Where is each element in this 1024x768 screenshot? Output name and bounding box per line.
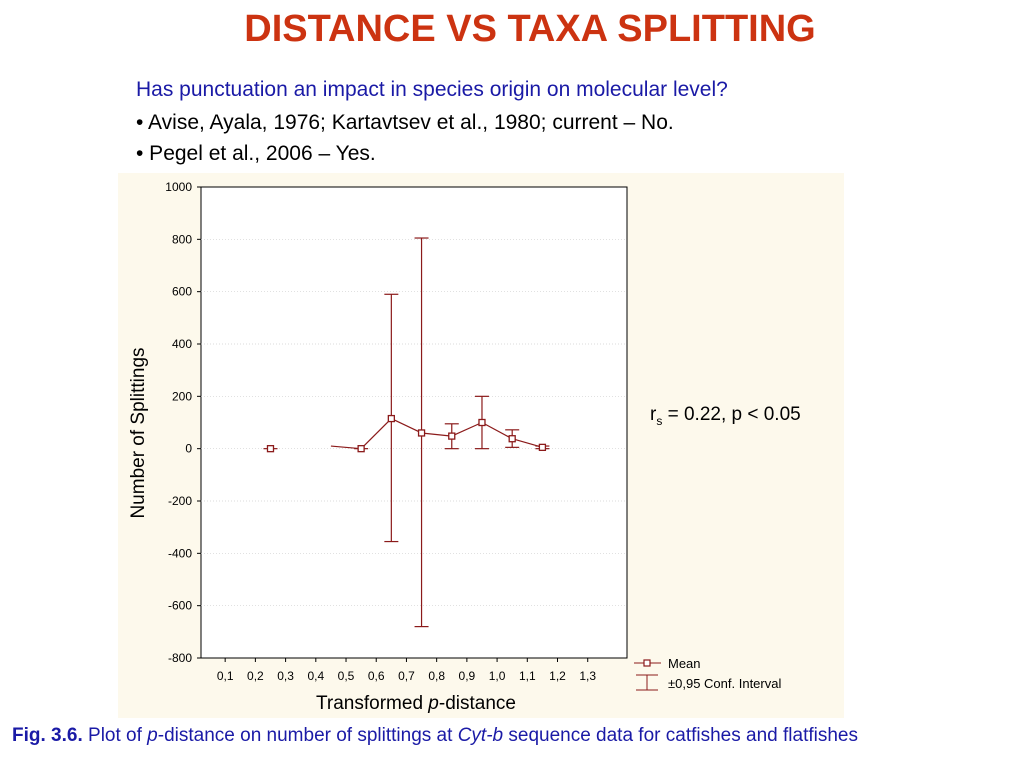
mean-marker xyxy=(387,414,395,423)
y-tick-label: 600 xyxy=(172,285,192,299)
y-tick-label: -400 xyxy=(168,546,192,560)
slide-question: Has punctuation an impact in species ori… xyxy=(136,78,728,101)
series-line-segment xyxy=(360,418,392,450)
mean-marker xyxy=(448,432,456,440)
caption-text: -distance on number of splittings at xyxy=(157,725,458,746)
y-tick-label: -200 xyxy=(168,494,192,508)
x-axis-label: Transformed p-distance xyxy=(316,693,516,714)
x-tick-label: 0,2 xyxy=(247,669,264,683)
caption-p: p xyxy=(147,725,158,746)
stat-annotation: rs = 0.22, p < 0.05 xyxy=(650,404,801,428)
y-tick-label: 200 xyxy=(172,389,192,403)
y-tick-label: -800 xyxy=(168,651,192,665)
mean-marker xyxy=(357,445,365,453)
y-tick-label: 1000 xyxy=(165,180,192,194)
figure-caption: Fig. 3.6. Plot of p-distance on number o… xyxy=(12,725,858,747)
bullet-item: • Avise, Ayala, 1976; Kartavtsev et al.,… xyxy=(136,111,674,134)
y-axis-label: Number of Splittings xyxy=(128,347,149,518)
caption-text: sequence data for catfishes and flatfish… xyxy=(503,725,858,746)
legend-mean-label: Mean xyxy=(668,656,701,671)
series-line-segment xyxy=(421,432,452,437)
slide-title: DISTANCE VS TAXA SPLITTING xyxy=(244,8,816,50)
mean-marker xyxy=(266,445,275,453)
mean-marker xyxy=(417,429,426,437)
x-tick-label: 0,9 xyxy=(459,669,476,683)
series-line-segment xyxy=(451,421,483,437)
y-tick-label: 800 xyxy=(172,232,192,246)
legend-ci-label: ±0,95 Conf. Interval xyxy=(668,676,781,691)
x-tick-label: 0,3 xyxy=(277,669,294,683)
x-tick-label: 1,3 xyxy=(579,669,596,683)
x-tick-label: 1,2 xyxy=(549,669,566,683)
x-tick-label: 0,4 xyxy=(307,669,324,683)
legend-mean-marker xyxy=(643,659,651,667)
x-tick-label: 0,8 xyxy=(428,669,445,683)
y-tick-label: 400 xyxy=(172,337,192,351)
x-tick-label: 0,1 xyxy=(217,669,234,683)
mean-marker xyxy=(508,435,516,443)
series-line-segment xyxy=(481,421,513,440)
x-tick-label: 0,7 xyxy=(398,669,415,683)
y-tick-label: -600 xyxy=(168,599,192,613)
y-tick-label: 0 xyxy=(185,442,192,456)
caption-text: Plot of xyxy=(82,725,148,746)
bullet-item: • Pegel et al., 2006 – Yes. xyxy=(136,142,376,165)
plot-area xyxy=(200,186,628,659)
caption-label: Fig. 3.6. xyxy=(12,725,83,746)
series-line-segment xyxy=(391,418,422,434)
legend: Mean ±0,95 Conf. Interval xyxy=(634,656,781,691)
mean-marker xyxy=(478,418,486,427)
x-tick-label: 0,6 xyxy=(368,669,385,683)
mean-marker xyxy=(538,443,547,452)
x-tick-label: 0,5 xyxy=(338,669,355,683)
caption-cytb: Cyt-b xyxy=(457,725,504,746)
x-tick-label: 1,0 xyxy=(489,669,506,683)
x-tick-label: 1,1 xyxy=(519,669,536,683)
